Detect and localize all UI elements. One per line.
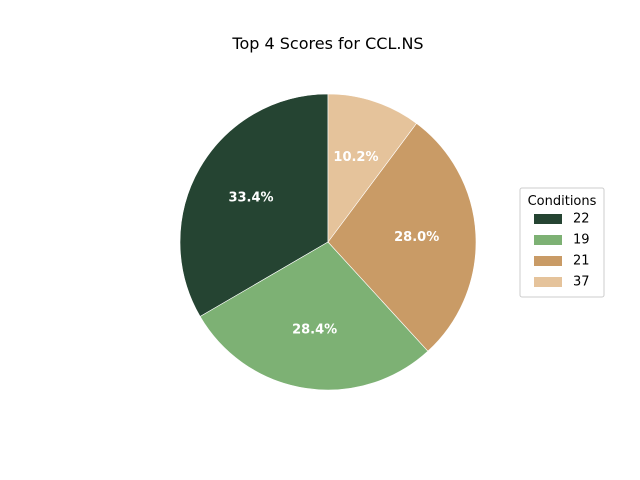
legend-swatch-19 — [534, 235, 562, 245]
slice-percentage-label: 28.0% — [394, 230, 439, 245]
legend: Conditions 22 19 21 37 — [519, 187, 605, 298]
legend-label-22: 22 — [573, 212, 590, 227]
pie-slice-21 — [327, 122, 477, 352]
legend-label-21: 21 — [573, 254, 590, 269]
slice-percentage-label: 10.2% — [333, 150, 378, 165]
legend-swatch-37 — [534, 277, 562, 287]
legend-swatch-21 — [534, 256, 562, 266]
legend-items: 22 19 21 37 — [534, 212, 590, 290]
legend-swatch-22 — [534, 214, 562, 224]
pie-slice-37 — [327, 93, 417, 243]
chart-title: Top 4 Scores for CCL.NS — [231, 34, 423, 53]
legend-title: Conditions — [528, 194, 597, 209]
slice-percentage-label: 33.4% — [228, 190, 273, 205]
legend-label-37: 37 — [573, 275, 590, 290]
pie-slice-19 — [199, 241, 429, 391]
pie-slice-22 — [179, 93, 329, 317]
slice-percentage-label: 28.4% — [292, 322, 337, 337]
pie-slices-layer — [179, 93, 477, 391]
pie-labels-layer: 33.4% 28.4% 28.0% 10.2% — [228, 150, 439, 337]
legend-label-19: 19 — [573, 233, 590, 248]
